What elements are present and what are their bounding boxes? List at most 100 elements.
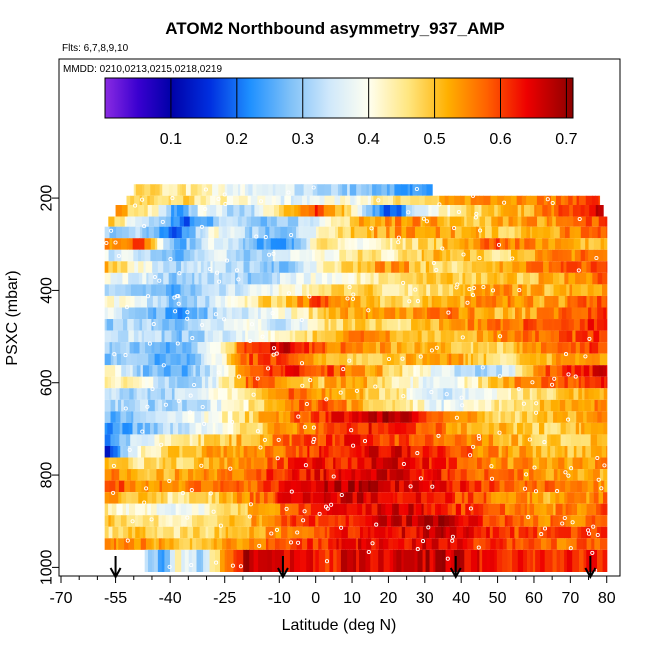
heatmap-cell [441,295,448,308]
heatmap-cell [219,492,224,504]
heatmap-cell [359,515,367,527]
heatmap-cell [457,295,461,308]
heatmap-cell [550,422,558,435]
heatmap-cell [404,538,410,550]
heatmap-cell [104,353,112,366]
heatmap-cell [316,261,324,273]
heatmap-cell [481,226,486,239]
heatmap-cell [409,295,415,308]
heatmap-cell [332,238,339,250]
heatmap-cell [345,307,349,320]
heatmap-cell [108,249,116,262]
heatmap-cell [181,226,188,239]
heatmap-cell [462,388,466,400]
heatmap-cell [435,284,439,296]
heatmap-cell [278,434,284,446]
heatmap-cell [575,353,580,366]
heatmap-cell [151,205,160,217]
heatmap-cell [249,226,253,239]
heatmap-cell [121,399,125,412]
heatmap-cell [587,284,595,296]
heatmap-cell [513,353,517,366]
heatmap-cell [353,549,357,572]
heatmap-cell [393,549,397,572]
sample-dot [373,384,378,389]
heatmap-cell [572,284,576,296]
heatmap-cell [231,353,236,366]
heatmap-cell [122,226,130,239]
heatmap-cell [159,184,163,196]
heatmap-cell [570,295,575,308]
heatmap-cell [385,526,389,539]
heatmap-cell [214,284,220,296]
heatmap-cell [573,503,578,516]
heatmap-cell [515,365,523,377]
heatmap-cell [361,538,367,550]
heatmap-cell [250,376,254,389]
heatmap-cell [508,216,514,227]
heatmap-cell [512,445,520,458]
heatmap-cell [378,515,382,527]
sample-dot [569,466,574,471]
sample-dot [450,538,455,543]
sample-dot [224,258,230,263]
heatmap-cell [355,434,361,446]
heatmap-cell [433,492,441,504]
heatmap-cell [182,342,187,354]
heatmap-cell [603,249,608,262]
heatmap-cell [553,295,560,308]
heatmap-cell [550,365,558,377]
heatmap-cell [238,195,242,205]
heatmap-cell [334,434,341,446]
heatmap-cell [221,353,228,366]
heatmap-cell [372,284,378,296]
heatmap-cell [581,422,585,435]
heatmap-cell [562,342,569,354]
heatmap-cell [389,226,396,239]
heatmap-cell [327,422,331,435]
heatmap-cell [252,422,259,435]
heatmap-cell [363,216,371,227]
heatmap-cell [448,353,452,366]
heatmap-cell [600,226,604,239]
heatmap-cell [112,342,116,354]
x-axis-label: Latitude (deg N) [282,617,397,634]
heatmap-cell [206,480,214,493]
heatmap-cell [375,261,381,273]
heatmap-cell [441,457,447,470]
heatmap-cell [214,526,220,539]
heatmap-cell [248,480,252,493]
heatmap-cell [279,272,287,285]
heatmap-cell [325,399,329,412]
heatmap-cell [373,376,379,389]
heatmap-cell [235,284,241,296]
heatmap-cell [590,272,593,285]
heatmap-cell [208,526,216,539]
heatmap-cell [195,226,201,239]
heatmap-cell [362,503,367,516]
heatmap-cell [174,445,180,458]
heatmap-cell [549,249,553,262]
heatmap-cell [168,184,174,196]
heatmap-cell [243,272,246,285]
heatmap-cell [184,422,191,435]
heatmap-cell [530,284,536,296]
heatmap-cell [310,216,314,227]
heatmap-cell [431,238,435,250]
heatmap-cell [284,307,292,320]
heatmap-cell [442,284,450,296]
sample-dot [470,193,476,198]
heatmap-cell [516,353,521,366]
x-tick-label: 70 [561,590,579,607]
heatmap-cell [341,388,346,400]
sample-dot [517,288,522,293]
heatmap-cell [441,365,449,377]
heatmap-cell [267,261,273,273]
sample-dot [276,437,281,442]
heatmap-cell [200,434,205,446]
heatmap-cell [142,195,148,205]
heatmap-cell [415,503,423,516]
heatmap-cell [472,353,479,366]
heatmap-cell [465,272,473,285]
sample-dot [217,279,222,284]
